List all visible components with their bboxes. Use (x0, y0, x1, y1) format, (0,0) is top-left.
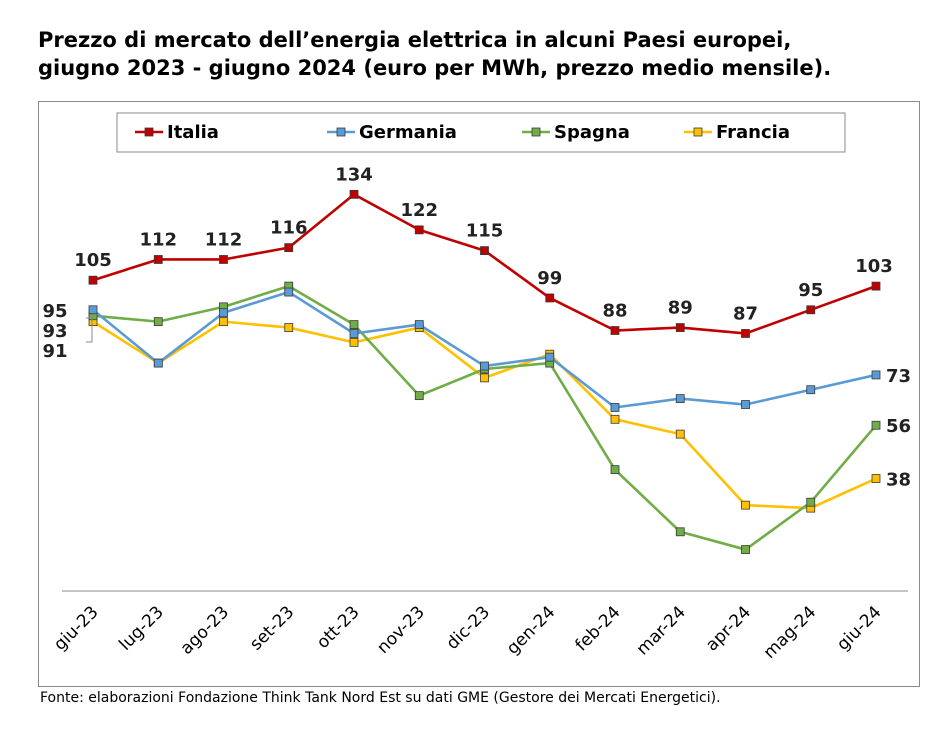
data-label-italia-gen-24: 99 (537, 268, 562, 289)
point-italia-nov-23 (414, 225, 424, 235)
data-label-germania-end: 73 (886, 366, 911, 387)
x-tick-label-dic-23: dic-23 (443, 602, 494, 653)
point-germania-giu-23 (88, 305, 98, 315)
legend-marker-spagna (531, 127, 541, 137)
legend-marker-italia (144, 127, 154, 137)
x-tick-label-nov-23: nov-23 (373, 602, 429, 658)
point-spagna-apr-24 (741, 545, 750, 554)
point-germania-apr-24 (741, 400, 750, 409)
point-germania-dic-23 (480, 361, 489, 371)
point-francia-feb-24 (610, 414, 620, 424)
series-line-italia (92, 193, 877, 335)
source-note: Fonte: elaborazioni Fondazione Think Tan… (40, 690, 721, 706)
point-germania-ago-23 (219, 308, 228, 318)
point-italia-mar-24 (675, 323, 685, 332)
start-labels-bracket (86, 317, 93, 343)
chart-title-line-2: giugno 2023 - giugno 2024 (euro per MWh,… (38, 56, 832, 80)
legend-label-italia: Italia (167, 122, 219, 143)
point-italia-ago-23 (219, 255, 228, 264)
point-francia-giu-24 (871, 474, 881, 483)
point-germania-ott-23 (349, 329, 359, 338)
point-germania-feb-24 (610, 403, 620, 412)
legend-box (116, 112, 846, 153)
point-germania-nov-23 (414, 320, 424, 330)
point-italia-lug-23 (153, 255, 163, 264)
point-germania-gen-24 (545, 352, 555, 362)
point-francia-apr-24 (741, 500, 750, 510)
data-label-francia-end: 38 (886, 470, 911, 491)
data-label-italia-nov-23: 122 (400, 200, 438, 221)
data-label-start-3: 91 (42, 341, 67, 362)
data-label-italia-mar-24: 89 (668, 298, 693, 319)
data-label-italia-set-23: 116 (270, 218, 308, 239)
point-italia-giu-23 (88, 275, 98, 285)
point-francia-mar-24 (675, 429, 685, 439)
point-francia-ott-23 (349, 337, 359, 347)
point-francia-ago-23 (219, 317, 228, 327)
chart-title-line-1: Prezzo di mercato dell’energia elettrica… (38, 28, 792, 52)
point-germania-set-23 (284, 287, 294, 297)
x-tick-label-giu-23: giu-23 (50, 602, 102, 654)
legend-marker-germania (336, 127, 346, 137)
point-francia-set-23 (284, 323, 294, 332)
x-tick-label-apr-24: apr-24 (702, 602, 755, 655)
data-label-italia-mag-24: 95 (798, 280, 823, 301)
series-line-spagna (92, 284, 877, 551)
point-italia-dic-23 (480, 246, 489, 256)
legend-label-germania: Germania (359, 122, 457, 143)
point-germania-mag-24 (806, 385, 816, 395)
point-spagna-mar-24 (675, 527, 685, 537)
x-tick-label-gen-24: gen-24 (503, 602, 559, 658)
point-italia-feb-24 (610, 326, 620, 335)
data-label-italia-apr-24: 87 (733, 303, 758, 324)
point-germania-mar-24 (675, 394, 685, 404)
point-germania-giu-24 (871, 370, 881, 380)
point-italia-set-23 (284, 243, 294, 253)
chart-frame (38, 101, 920, 687)
x-tick-label-mar-24: mar-24 (633, 602, 690, 659)
data-label-italia-ott-23: 134 (335, 164, 373, 185)
x-tick-label-feb-24: feb-24 (571, 602, 624, 655)
x-tick-label-ott-23: ott-23 (313, 602, 364, 653)
point-italia-gen-24 (545, 293, 555, 303)
point-spagna-giu-24 (871, 420, 881, 430)
series-line-francia (92, 320, 877, 510)
x-tick-label-mag-24: mag-24 (760, 602, 820, 662)
point-spagna-mag-24 (806, 497, 816, 507)
x-tick-label-giu-24: giu-24 (833, 602, 885, 654)
data-label-italia-feb-24: 88 (602, 301, 627, 322)
point-francia-dic-23 (480, 373, 489, 383)
point-italia-ott-23 (349, 189, 359, 199)
point-spagna-nov-23 (414, 391, 424, 401)
legend-marker-francia (693, 127, 703, 137)
point-spagna-lug-23 (153, 317, 163, 327)
point-spagna-ott-23 (349, 320, 359, 330)
chart-title: Prezzo di mercato dell’energia elettrica… (38, 26, 938, 82)
point-italia-giu-24 (871, 281, 881, 291)
legend-label-spagna: Spagna (554, 122, 630, 143)
point-italia-mag-24 (806, 305, 816, 315)
legend-label-francia: Francia (716, 122, 790, 143)
data-label-start-2: 93 (42, 321, 67, 342)
data-label-start-1: 95 (42, 301, 67, 322)
x-tick-label-ago-23: ago-23 (177, 602, 233, 658)
data-label-italia-lug-23: 112 (139, 229, 177, 250)
data-label-italia-giu-23: 105 (74, 250, 112, 271)
point-spagna-feb-24 (610, 465, 620, 475)
data-label-italia-dic-23: 115 (466, 221, 504, 242)
data-label-italia-giu-24: 103 (855, 256, 893, 277)
point-italia-apr-24 (741, 329, 750, 338)
x-tick-label-set-23: set-23 (246, 602, 298, 654)
data-label-italia-ago-23: 112 (205, 229, 243, 250)
x-tick-label-lug-23: lug-23 (115, 602, 167, 654)
data-label-spagna-end: 56 (886, 416, 911, 437)
point-germania-lug-23 (153, 358, 163, 368)
